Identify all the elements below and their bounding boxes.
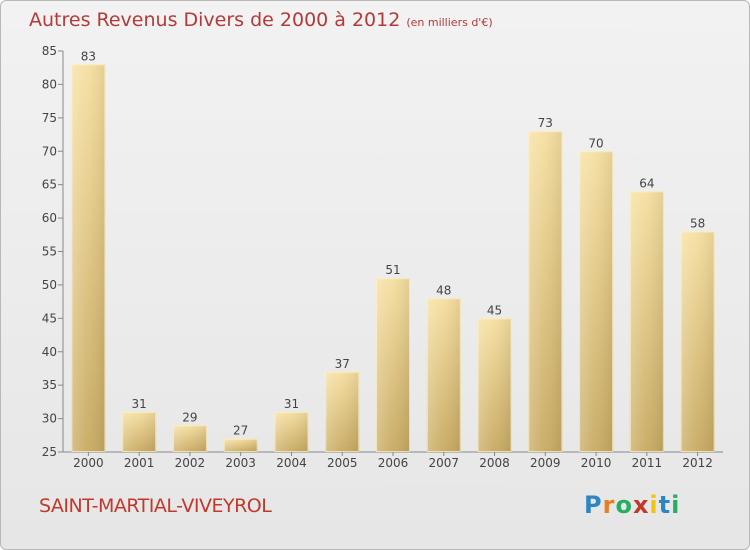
data-label: 51 [385,263,400,277]
chart-title-text: Autres Revenus Divers de 2000 à 2012 [29,9,401,31]
x-tick-label: 2008 [479,456,510,470]
bar-shine [223,438,258,452]
data-label: 31 [284,397,299,411]
bar-shine [579,151,614,452]
y-tick-label: 65 [42,178,57,192]
bar-shine [426,298,461,452]
x-tick-label: 2009 [530,456,561,470]
data-label: 83 [81,49,96,63]
y-tick-label: 60 [42,211,57,225]
chart-title: Autres Revenus Divers de 2000 à 2012 (en … [29,9,493,31]
bar-shine [71,64,106,452]
data-label: 73 [538,116,553,130]
x-tick-label: 2004 [276,456,307,470]
y-tick-label: 70 [42,144,57,158]
y-tick-label: 75 [42,111,57,125]
bar-shine [629,191,664,452]
x-tick-label: 2003 [225,456,256,470]
y-tick-label: 25 [42,445,57,459]
bar-edge [71,64,106,452]
bar-edge [172,425,207,452]
x-tick-label: 2007 [428,456,459,470]
bar-edge [477,318,512,453]
data-label: 31 [132,397,147,411]
bar-edge [274,411,309,452]
bar-shine [528,131,563,452]
y-tick-label: 35 [42,378,57,392]
bar-edge [223,438,258,452]
data-label: 27 [233,424,248,438]
bar-edge [680,231,715,452]
bar-edge [376,278,410,452]
x-tick-label: 2005 [327,456,358,470]
x-tick-label: 2002 [175,456,206,470]
bar-shine [172,425,207,452]
x-tick-label: 2001 [124,456,155,470]
x-tick-label: 2012 [682,456,713,470]
data-label: 37 [335,357,350,371]
y-tick-label: 55 [42,245,57,259]
data-label: 64 [639,176,654,190]
x-tick-label: 2006 [378,456,409,470]
y-tick-label: 45 [42,311,57,325]
chart-unit: (en milliers d'€) [406,16,493,29]
y-tick-label: 50 [42,278,57,292]
x-tick-label: 2000 [73,456,104,470]
data-label: 29 [182,410,197,424]
y-tick-label: 80 [42,77,57,91]
bar-shine [325,371,360,452]
bar-edge [629,191,664,452]
bar-edge [528,131,563,452]
bar-shine [477,318,512,452]
bar-shine [680,231,715,452]
data-label: 48 [436,283,451,297]
bar-edge [325,371,360,452]
bar-edge [426,298,461,452]
y-tick-label: 30 [42,412,57,426]
y-tick-label: 40 [42,345,57,359]
bar-edge [122,411,157,452]
data-label: 58 [690,216,705,230]
y-tick-label: 85 [42,44,57,58]
bars: 83 31 29 27 31 37 51 48 45 73 70 64 58 [71,49,715,453]
bar-shine [274,411,309,452]
data-label: 45 [487,303,502,317]
proxiti-logo: Proxiti [584,491,681,519]
commune-name: SAINT-MARTIAL-VIVEYROL [39,495,272,517]
data-label: 70 [588,136,603,150]
x-tick-label: 2011 [632,456,663,470]
bar-shine [122,411,157,452]
bar-edge [579,151,614,452]
bar-shine [376,278,410,452]
x-tick-label: 2010 [581,456,612,470]
